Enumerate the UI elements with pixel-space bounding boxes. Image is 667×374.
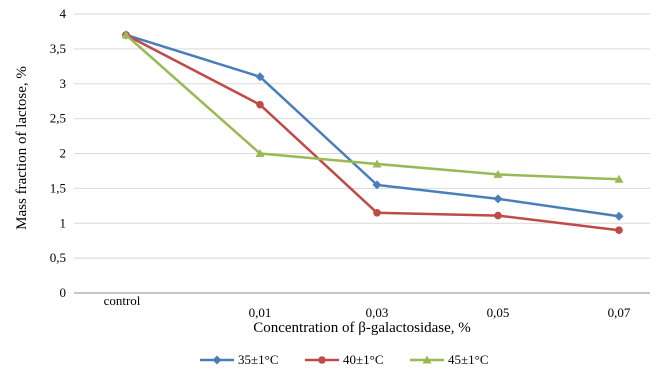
series-1	[121, 30, 624, 221]
data-point	[493, 194, 503, 204]
data-point	[372, 159, 382, 168]
series-3	[121, 30, 624, 183]
legend-label: 35±1°C	[238, 352, 279, 367]
data-point	[614, 211, 624, 221]
x-tick-label: control	[104, 293, 141, 308]
legend-item: 40±1°C	[305, 352, 384, 367]
legend-marker	[212, 355, 222, 365]
y-tick-label: 2,5	[50, 111, 66, 126]
series-2	[122, 31, 623, 235]
legend-item: 35±1°C	[200, 352, 279, 367]
y-tick-label: 1	[60, 215, 67, 230]
data-point	[494, 211, 502, 220]
y-tick-label: 2	[60, 146, 67, 161]
x-tick-label: 0,05	[487, 305, 510, 320]
data-point	[372, 180, 382, 190]
data-point	[373, 208, 381, 217]
legend-marker	[422, 355, 432, 364]
y-tick-label: 3,5	[50, 41, 66, 56]
data-point	[255, 149, 265, 157]
x-axis-title: Concentration of β-galactosidase, %	[253, 320, 471, 336]
y-tick-label: 0,5	[50, 250, 66, 265]
data-point	[493, 169, 503, 178]
x-tick-label: 0,03	[366, 305, 389, 320]
x-axis-ticks: control 0,01 0,03 0,05 0,07	[104, 293, 631, 320]
data-point	[614, 174, 624, 183]
y-axis-ticks: 0 0,5 1 1,5 2 2,5 3 3,5 4	[50, 6, 67, 300]
y-tick-label: 4	[60, 6, 67, 21]
x-tick-label: 0,01	[249, 305, 272, 320]
y-tick-label: 1,5	[50, 180, 66, 195]
series-line	[125, 33, 620, 181]
y-axis-title: Mass fraction of lactose, %	[14, 66, 30, 230]
data-point	[255, 72, 265, 82]
data-point	[121, 30, 131, 39]
series-line	[125, 33, 620, 218]
series-line	[125, 33, 620, 232]
legend-label: 45±1°C	[448, 352, 489, 367]
y-tick-label: 0	[60, 285, 67, 300]
legend-marker	[318, 356, 326, 364]
y-tick-label: 3	[60, 76, 67, 91]
data-point	[615, 226, 623, 235]
legend-label: 40±1°C	[343, 352, 384, 367]
gridlines	[74, 13, 650, 294]
x-tick-label: 0,07	[608, 305, 631, 320]
data-point	[256, 100, 264, 109]
legend-item: 45±1°C	[410, 352, 489, 367]
series-group	[121, 30, 624, 235]
legend: 35±1°C 40±1°C 45±1°C	[200, 352, 489, 367]
